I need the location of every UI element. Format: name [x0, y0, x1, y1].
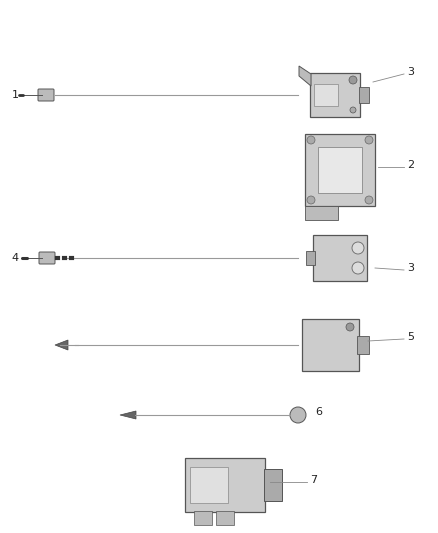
Text: 1: 1	[11, 90, 18, 100]
Text: 5: 5	[407, 332, 414, 342]
FancyBboxPatch shape	[314, 84, 338, 106]
FancyBboxPatch shape	[359, 87, 369, 103]
Circle shape	[352, 262, 364, 274]
FancyBboxPatch shape	[185, 458, 265, 512]
FancyBboxPatch shape	[306, 251, 315, 265]
Circle shape	[290, 407, 306, 423]
FancyBboxPatch shape	[194, 511, 212, 525]
FancyBboxPatch shape	[216, 511, 234, 525]
Text: 7: 7	[310, 475, 317, 485]
Circle shape	[350, 107, 356, 113]
FancyBboxPatch shape	[310, 73, 360, 117]
Text: 3: 3	[407, 263, 414, 273]
Polygon shape	[120, 411, 136, 419]
Circle shape	[352, 242, 364, 254]
Circle shape	[365, 136, 373, 144]
Text: 4: 4	[11, 253, 18, 263]
Circle shape	[365, 196, 373, 204]
FancyBboxPatch shape	[305, 206, 338, 220]
FancyBboxPatch shape	[302, 319, 359, 371]
Circle shape	[307, 136, 315, 144]
Text: 2: 2	[407, 160, 414, 170]
Text: 6: 6	[315, 407, 322, 417]
Circle shape	[349, 76, 357, 84]
FancyBboxPatch shape	[357, 336, 369, 354]
Text: 3: 3	[407, 67, 414, 77]
FancyBboxPatch shape	[39, 252, 55, 264]
Polygon shape	[299, 66, 311, 86]
FancyBboxPatch shape	[318, 147, 362, 193]
Circle shape	[307, 196, 315, 204]
FancyBboxPatch shape	[38, 89, 54, 101]
Circle shape	[346, 323, 354, 331]
FancyBboxPatch shape	[264, 469, 282, 501]
FancyBboxPatch shape	[313, 235, 367, 281]
FancyBboxPatch shape	[190, 467, 228, 503]
FancyBboxPatch shape	[305, 134, 375, 206]
Polygon shape	[55, 340, 68, 350]
